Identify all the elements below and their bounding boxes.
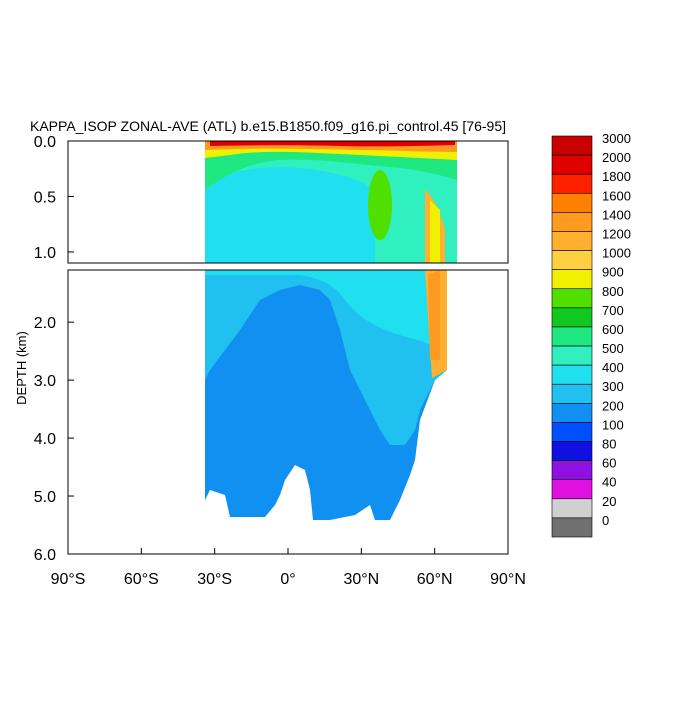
colorbar-label: 600 xyxy=(602,322,624,337)
colorbar-label: 60 xyxy=(602,456,616,471)
colorbar-label: 100 xyxy=(602,417,624,432)
colorbar-swatch xyxy=(551,517,593,538)
y-tick-label: 0.5 xyxy=(34,189,56,206)
colorbar-label: 40 xyxy=(602,475,616,490)
colorbar-swatch xyxy=(551,269,593,290)
colorbar-label: 400 xyxy=(602,360,624,375)
colorbar-swatch xyxy=(551,307,593,328)
x-axis: 90°S 60°S 30°S 0° 30°N 60°N 90°N xyxy=(51,548,526,588)
colorbar-swatch xyxy=(551,250,593,270)
upper-green-blob xyxy=(368,170,392,240)
colorbar-label: 1200 xyxy=(602,226,631,241)
lower-orange-core xyxy=(428,270,440,360)
colorbar-swatch xyxy=(551,173,593,194)
upper-red-fill xyxy=(210,141,455,147)
y-tick-label: 1.0 xyxy=(34,245,56,262)
colorbar-swatch xyxy=(551,345,593,366)
upper-panel-fill xyxy=(205,141,457,263)
colorbar-label: 200 xyxy=(602,398,624,413)
upper-core-fill xyxy=(205,167,375,263)
x-tick-label: 60°S xyxy=(124,571,159,588)
colorbar-swatch xyxy=(551,231,593,251)
colorbar-label: 80 xyxy=(602,437,616,452)
x-tick-label: 60°N xyxy=(417,571,453,588)
colorbar-label: 1000 xyxy=(602,246,631,261)
upper-panel-frame xyxy=(67,140,509,264)
colorbar-swatch xyxy=(551,135,593,156)
colorbar-swatch xyxy=(551,403,593,423)
x-tick-label: 90°N xyxy=(490,571,526,588)
colorbar-swatch xyxy=(551,154,593,175)
colorbar-label: 1600 xyxy=(602,188,631,203)
lower-upper-fill xyxy=(205,270,447,350)
colorbar-label: 3000 xyxy=(602,131,631,146)
colorbar-swatch xyxy=(551,422,593,442)
y-tick-label: 6.0 xyxy=(34,547,56,564)
colorbar-label: 300 xyxy=(602,379,624,394)
colorbar-swatch xyxy=(551,364,593,385)
y-tick-label: 2.0 xyxy=(34,315,56,332)
lower-panel-fill xyxy=(205,270,447,520)
colorbar-swatch xyxy=(551,498,593,519)
x-tick-label: 30°N xyxy=(343,571,379,588)
y-tick-label: 0.0 xyxy=(34,134,56,151)
colorbar-swatch xyxy=(551,383,593,404)
colorbar-swatch xyxy=(551,441,593,461)
colorbar-label: 1800 xyxy=(602,169,631,184)
y-tick-label: 5.0 xyxy=(34,489,56,506)
colorbar-label: 900 xyxy=(602,265,624,280)
colorbar-swatch xyxy=(551,326,593,347)
colorbar-swatch xyxy=(551,212,593,232)
colorbar-swatch xyxy=(551,479,593,500)
y-tick-label: 3.0 xyxy=(34,373,56,390)
colorbar-label: 700 xyxy=(602,303,624,318)
x-tick-label: 30°S xyxy=(197,571,232,588)
colorbar-swatch xyxy=(551,460,593,481)
colorbar-label: 0 xyxy=(602,513,609,528)
colorbar-label: 500 xyxy=(602,341,624,356)
y-tick-label: 4.0 xyxy=(34,431,56,448)
colorbar-label: 800 xyxy=(602,284,624,299)
colorbar-swatch xyxy=(551,288,593,309)
colorbar-label: 20 xyxy=(602,494,616,509)
y-axis-lower: 2.0 3.0 4.0 5.0 6.0 xyxy=(34,315,74,564)
colorbar: 3000200018001600140012001000900800700600… xyxy=(551,131,631,538)
colorbar-label: 2000 xyxy=(602,150,631,165)
colorbar-label: 1400 xyxy=(602,207,631,222)
y-axis-upper: 0.0 0.5 1.0 xyxy=(34,134,74,262)
colorbar-swatch xyxy=(551,192,593,213)
x-tick-label: 0° xyxy=(280,571,295,588)
x-tick-label: 90°S xyxy=(51,571,86,588)
upper-yellow-column xyxy=(430,200,440,263)
y-axis-label: DEPTH (km) xyxy=(14,331,29,405)
chart-title: KAPPA_ISOP ZONAL-AVE (ATL) b.e15.B1850.f… xyxy=(30,118,507,134)
